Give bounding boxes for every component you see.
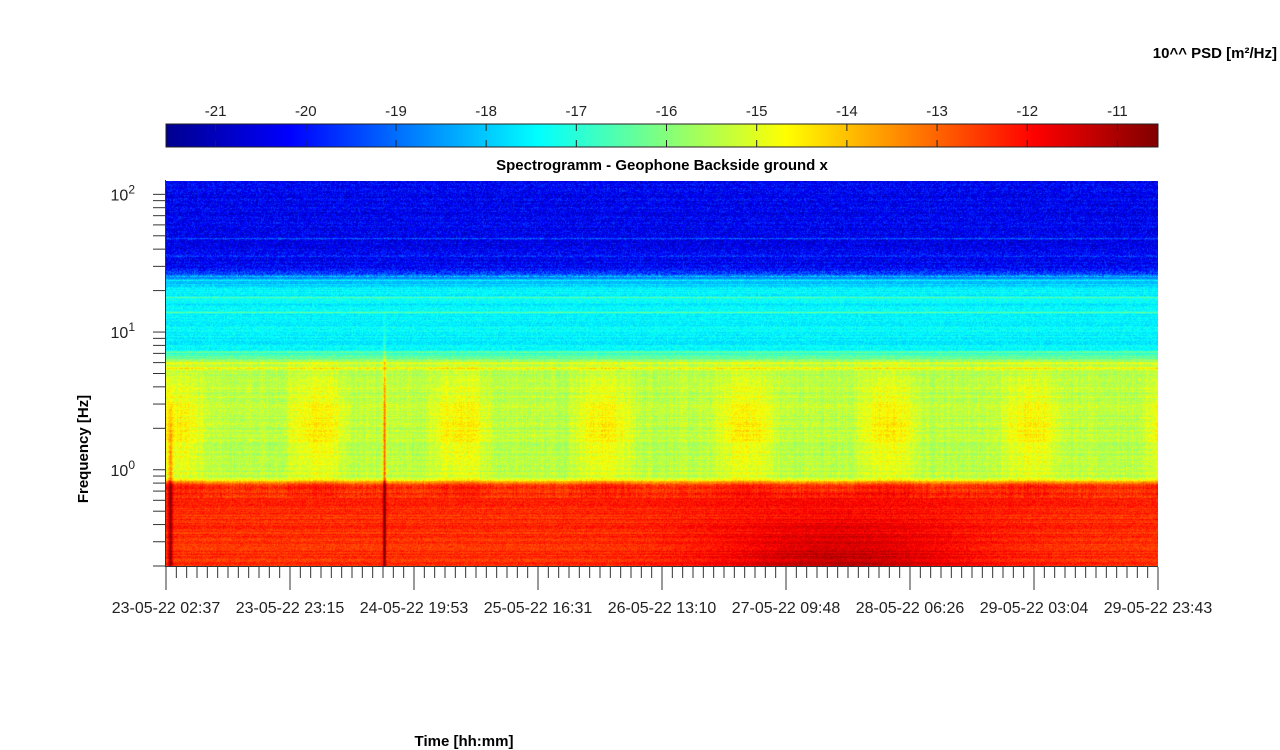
colorbar-ticks: -21 -20 -19 -18 -17 -16 -15 -14 -13 -12 -11 [205, 103, 1128, 147]
x-tick-label: 29-05-22 23:43 [1104, 600, 1213, 617]
colorbar-tick-label: -17 [565, 103, 587, 120]
x-tick-label: 25-05-22 16:31 [484, 600, 593, 617]
colorbar-tick-label: -16 [656, 103, 678, 120]
colorbar-tick-label: -18 [475, 103, 497, 120]
y-tick-label: 100 [111, 458, 136, 480]
colorbar-tick-label: -14 [836, 103, 858, 120]
colorbar-gradient [165, 123, 1159, 148]
colorbar-tick-label: -11 [1107, 103, 1128, 120]
colorbar: -21 -20 -19 -18 -17 -16 -15 -14 -13 -12 -11 [165, 103, 1159, 148]
x-tick-label: 23-05-22 02:37 [112, 600, 221, 617]
colorbar-tick-label: -15 [746, 103, 768, 120]
x-tick-label: 28-05-22 06:26 [856, 600, 965, 617]
colorbar-tick-label: -20 [295, 103, 317, 120]
plot-title: Spectrogramm - Geophone Backside ground … [496, 157, 828, 174]
y-tick-exponent: 2 [128, 182, 135, 196]
colorbar-title: 10^^ PSD [m²/Hz] [1153, 45, 1277, 62]
spectrogram-area [166, 181, 1158, 566]
x-axis-label: Time [hh:mm] [415, 733, 514, 750]
spectrogram-canvas [166, 181, 1158, 566]
y-axis-label: Frequency [Hz] [75, 395, 92, 503]
x-tick-label: 24-05-22 19:53 [360, 600, 469, 617]
x-tick-label: 27-05-22 09:48 [732, 600, 841, 617]
colorbar-tick-label: -12 [1016, 103, 1038, 120]
x-tick-label: 29-05-22 03:04 [980, 600, 1089, 617]
x-tick-label: 23-05-22 23:15 [236, 600, 345, 617]
y-tick-exponent: 1 [128, 320, 135, 334]
colorbar-tick-label: -13 [926, 103, 948, 120]
colorbar-tick-label: -19 [385, 103, 407, 120]
x-axis-ticks: 23-05-22 02:37 23-05-22 23:15 24-05-22 19:… [112, 567, 1213, 617]
y-tick-label: 101 [111, 320, 136, 342]
y-tick-exponent: 0 [128, 458, 135, 472]
y-tick-base: 10 [111, 463, 129, 480]
colorbar-tick-label: -21 [205, 103, 227, 120]
y-tick-base: 10 [111, 187, 129, 204]
y-tick-base: 10 [111, 325, 129, 342]
y-tick-label: 102 [111, 182, 136, 204]
x-tick-label: 26-05-22 13:10 [608, 600, 717, 617]
